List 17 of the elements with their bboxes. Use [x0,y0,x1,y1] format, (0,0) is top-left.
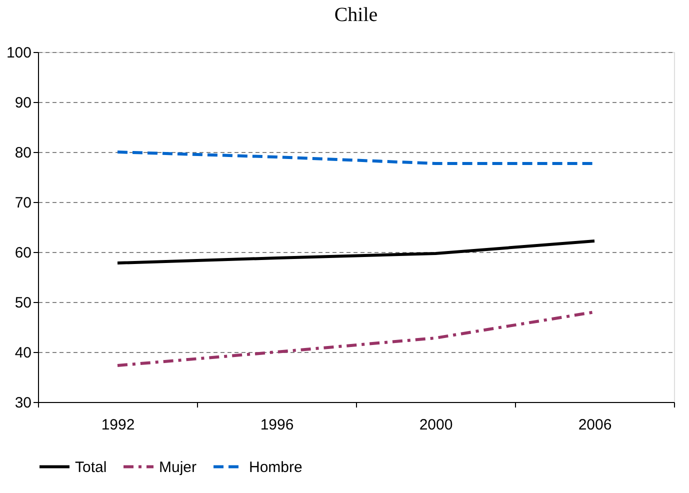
chart-title: Chile [334,4,378,26]
y-tick-label: 70 [14,194,32,212]
x-tick-label: 1992 [101,416,135,434]
legend-label: Hombre [249,458,302,476]
legend-label: Total [75,458,107,476]
y-tick-label: 90 [14,94,32,112]
y-tick-label: 60 [14,244,32,262]
legend-label: Mujer [159,458,197,476]
x-tick-label: 2000 [419,416,453,434]
y-tick-label: 50 [14,294,32,312]
y-tick-label: 40 [14,344,32,362]
x-tick-label: 2006 [578,416,612,434]
x-tick-label: 1996 [260,416,294,434]
y-tick-label: 100 [6,44,32,62]
y-tick-label: 80 [14,144,32,162]
y-tick-label: 30 [14,394,32,412]
line-series [116,240,596,264]
